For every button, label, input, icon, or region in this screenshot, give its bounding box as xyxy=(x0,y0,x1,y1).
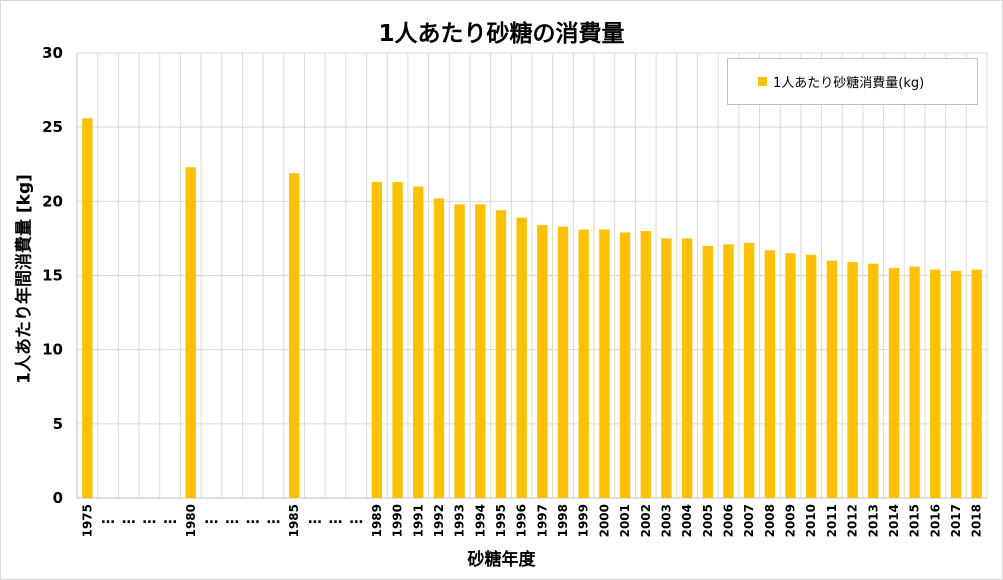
x-tick-label: … xyxy=(246,511,260,527)
x-tick-label: … xyxy=(349,511,363,527)
bar xyxy=(868,263,879,498)
x-tick-label: 1995 xyxy=(494,504,508,537)
bar xyxy=(930,269,941,498)
bar xyxy=(971,269,982,498)
x-tick-label: 2018 xyxy=(970,504,984,537)
x-tick-label: … xyxy=(101,511,115,527)
x-axis-label: 砂糖年度 xyxy=(467,550,536,570)
bar xyxy=(826,260,838,498)
y-tick-label: 15 xyxy=(42,267,63,285)
x-tick-label: … xyxy=(163,511,177,527)
y-tick-label: 10 xyxy=(42,341,63,359)
bar xyxy=(681,238,693,498)
x-tick-label: 2014 xyxy=(887,504,901,537)
x-tick-label: … xyxy=(329,511,343,527)
x-tick-label: 1991 xyxy=(411,504,425,537)
bar xyxy=(847,262,858,498)
x-tick-label: 1993 xyxy=(453,504,467,537)
x-tick-label: … xyxy=(266,511,280,527)
x-tick-label: … xyxy=(308,511,322,527)
x-tick-label: 2009 xyxy=(784,504,798,537)
bar xyxy=(392,182,403,499)
bar xyxy=(806,254,817,498)
bar xyxy=(578,229,589,498)
bar xyxy=(640,231,651,498)
x-tick-label: 1990 xyxy=(391,504,405,537)
y-tick-label: 25 xyxy=(42,118,63,136)
bar xyxy=(909,266,920,498)
x-tick-label: … xyxy=(204,511,218,527)
bar xyxy=(495,210,507,498)
x-tick-label: 2012 xyxy=(846,504,860,537)
bar xyxy=(82,118,93,499)
x-tick-label: 1997 xyxy=(535,504,549,537)
x-tick-label: 2007 xyxy=(742,504,756,537)
y-tick-label: 20 xyxy=(42,192,63,210)
y-tick-label: 0 xyxy=(53,489,63,507)
bar xyxy=(661,238,672,498)
y-axis-label: 1人あたり年間消費量 [kg] xyxy=(14,174,35,384)
bar xyxy=(537,225,548,499)
bar xyxy=(454,204,465,499)
x-tick-label: 2008 xyxy=(763,504,777,537)
bar xyxy=(723,244,734,498)
x-tick-label: 1996 xyxy=(515,504,529,537)
y-tick-label: 30 xyxy=(42,44,63,62)
x-tick-label: 2006 xyxy=(721,504,735,537)
bar xyxy=(288,173,300,498)
x-tick-label: 2015 xyxy=(908,504,922,537)
legend: 1人あたり砂糖消費量(kg) xyxy=(727,58,978,105)
x-tick-label: 1989 xyxy=(370,504,384,537)
bar xyxy=(413,186,424,498)
bar xyxy=(619,232,631,498)
legend-swatch xyxy=(758,77,767,86)
x-tick-label: 2000 xyxy=(597,504,611,537)
x-tick-label: 2002 xyxy=(639,504,653,537)
bar xyxy=(516,217,527,498)
bar xyxy=(185,167,196,498)
x-tick-label: 1994 xyxy=(473,504,487,537)
bar xyxy=(433,198,445,498)
x-tick-label: 2001 xyxy=(618,504,632,537)
bar xyxy=(557,226,569,499)
chart-title: 1人あたり砂糖の消費量 xyxy=(378,21,625,47)
bar xyxy=(371,182,383,499)
bar xyxy=(888,268,900,498)
y-tick-label: 5 xyxy=(53,415,63,433)
x-tick-label: 1985 xyxy=(287,504,301,537)
x-tick-label: 2017 xyxy=(949,504,963,537)
x-tick-label: 1998 xyxy=(556,504,570,537)
x-tick-label: … xyxy=(142,511,156,527)
x-tick-label: 2013 xyxy=(866,504,880,537)
bar xyxy=(950,271,962,498)
x-tick-label: 2016 xyxy=(928,504,942,537)
bar xyxy=(599,229,610,498)
bar xyxy=(743,242,755,498)
x-tick-label: … xyxy=(122,511,136,527)
bar xyxy=(475,204,486,499)
x-tick-label: 1999 xyxy=(577,504,591,537)
x-tick-label: 2011 xyxy=(825,504,839,537)
x-tick-label: … xyxy=(225,511,239,527)
x-tick-label: 1975 xyxy=(80,504,94,537)
x-tick-label: 2003 xyxy=(659,504,673,537)
bar xyxy=(785,253,796,498)
bar xyxy=(764,250,776,498)
x-tick-label: 2010 xyxy=(804,504,818,537)
legend-label: 1人あたり砂糖消費量(kg) xyxy=(773,76,925,91)
x-tick-label: 2005 xyxy=(701,504,715,537)
x-tick-label: 2004 xyxy=(680,504,694,537)
bar xyxy=(702,245,713,498)
x-tick-label: 1992 xyxy=(432,504,446,537)
x-tick-label: 1980 xyxy=(184,504,198,537)
